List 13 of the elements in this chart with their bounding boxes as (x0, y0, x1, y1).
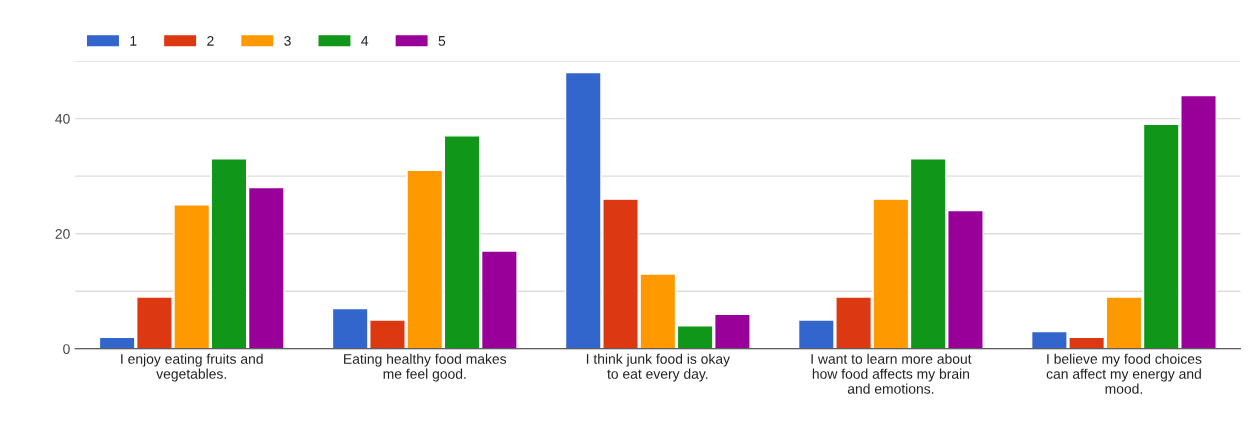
legend-label: 2 (207, 35, 214, 46)
legend-label: 4 (361, 36, 369, 46)
x-tick-label: I believe my food choices can affect my energy and mood. (1046, 353, 1202, 394)
x-tick-label: I want to learn more about how food affects my brain and emotions. (811, 353, 972, 394)
legend-label: 5 (438, 36, 446, 46)
legend-label: 3 (284, 35, 291, 46)
legend-label: 1 (130, 36, 137, 46)
x-tick-label: Eating healthy food makes me feel good. (344, 353, 507, 382)
y-tick-label: 20 (55, 229, 70, 239)
y-tick-label: 0 (63, 344, 70, 354)
y-tick-label: 40 (55, 113, 70, 124)
x-tick-label: I think junk food is okay to eat every day. (586, 353, 730, 382)
x-tick-label: I enjoy eating fruits and vegetables. (121, 353, 263, 382)
